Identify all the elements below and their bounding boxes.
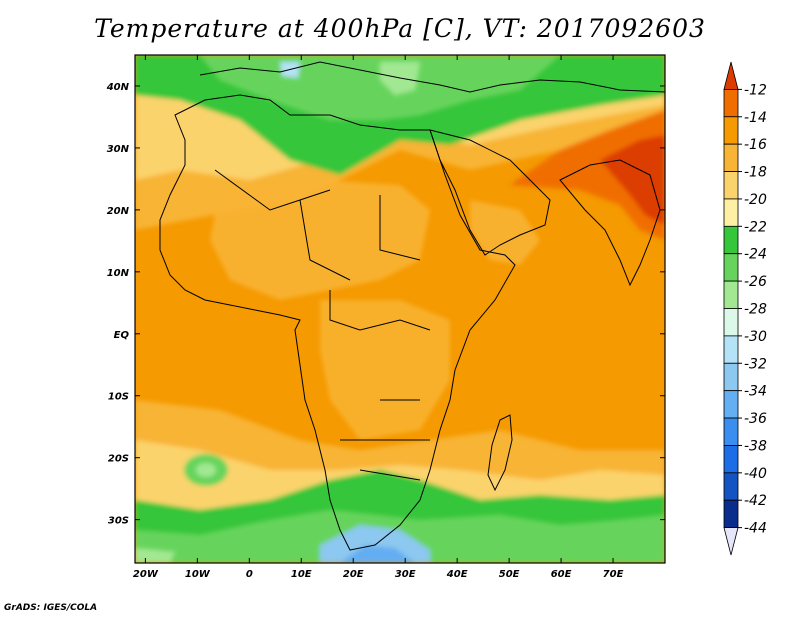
lat-tick-label: 10S xyxy=(108,392,129,403)
temperature-field xyxy=(135,55,665,563)
lon-tick-label: 10W xyxy=(185,569,211,580)
colorbar-swatch xyxy=(723,390,739,419)
colorbar-label: -18 xyxy=(744,165,767,181)
colorbar-swatch xyxy=(723,198,739,227)
lon-tick-label: 50E xyxy=(499,569,520,580)
colorbar-label: -12 xyxy=(744,82,767,98)
lat-tick-label: 10N xyxy=(107,268,130,279)
colorbar-swatch xyxy=(723,171,739,200)
colorbar: -12 -14 -16 -18 -20 -22 -24 -26 -28 -30 -32 -34 -36 -… xyxy=(723,61,767,556)
lat-tick-label: 20S xyxy=(108,454,129,465)
borders xyxy=(214,169,431,481)
lat-tick-label: 30S xyxy=(108,516,129,527)
coastlines xyxy=(159,61,665,551)
colorbar-label: -42 xyxy=(744,493,767,509)
colorbar-swatch xyxy=(723,472,739,501)
colorbar-swatch xyxy=(723,143,739,172)
colorbar-swatch xyxy=(723,335,739,364)
colorbar-label: -30 xyxy=(744,329,767,345)
lon-tick-label: 30E xyxy=(395,569,416,580)
colorbar-label: -28 xyxy=(744,302,767,318)
map-title: Temperature at 400hPa [C], VT: 201709260… xyxy=(94,14,706,43)
colorbar-label: -24 xyxy=(744,247,767,263)
colorbar-swatch xyxy=(723,417,739,446)
colorbar-swatch xyxy=(723,308,739,337)
colorbar-label: -14 xyxy=(744,110,767,126)
colorbar-swatch xyxy=(723,253,739,282)
lat-tick-label: 20N xyxy=(107,206,130,217)
colorbar-arrow-top xyxy=(723,61,739,90)
arabia-outline xyxy=(429,129,551,256)
colorbar-label: -40 xyxy=(744,466,767,482)
colorbar-swatch xyxy=(723,225,739,255)
colorbar-swatch xyxy=(723,88,739,118)
plot-frame xyxy=(134,54,666,564)
lat-tick-label: 30N xyxy=(107,144,130,155)
colorbar-label: -34 xyxy=(744,384,767,400)
colorbar-label: -44 xyxy=(744,521,767,537)
colorbar-swatch xyxy=(723,116,739,145)
colorbar-label: -22 xyxy=(744,219,767,235)
africa-outline xyxy=(159,94,516,551)
longitude-axis: 20W 10W 0 10E 20E 30E 40E 50E 60E 70E xyxy=(133,55,624,580)
colorbar-label: -20 xyxy=(744,192,767,208)
colorbar-label: -36 xyxy=(744,411,767,427)
colorbar-swatch xyxy=(723,445,739,474)
india-outline xyxy=(559,159,661,287)
colorbar-swatch xyxy=(723,499,739,529)
lon-tick-label: 60E xyxy=(551,569,572,580)
madagascar-outline xyxy=(487,414,513,492)
colorbar-label: -16 xyxy=(744,137,767,153)
colorbar-swatch xyxy=(723,362,739,392)
lon-tick-label: 10E xyxy=(291,569,312,580)
colorbar-arrow-bottom xyxy=(723,527,739,556)
latitude-axis: 40N 30N 20N 10N EQ 10S 20S 30S xyxy=(106,82,665,527)
lat-tick-label: 40N xyxy=(106,82,130,93)
colorbar-label: -26 xyxy=(744,274,767,290)
colorbar-label: -32 xyxy=(744,356,767,372)
colorbar-label: -38 xyxy=(744,438,767,454)
europe-outline xyxy=(199,61,665,93)
colorbar-swatch xyxy=(723,280,739,309)
lon-tick-label: 70E xyxy=(603,569,624,580)
lon-tick-label: 20W xyxy=(133,569,159,580)
lon-tick-label: 20E xyxy=(343,569,364,580)
lon-tick-label: 40E xyxy=(446,569,468,580)
lat-tick-label: EQ xyxy=(114,330,130,341)
grads-credit: GrADS: IGES/COLA xyxy=(4,603,98,613)
lon-tick-label: 0 xyxy=(246,569,253,580)
